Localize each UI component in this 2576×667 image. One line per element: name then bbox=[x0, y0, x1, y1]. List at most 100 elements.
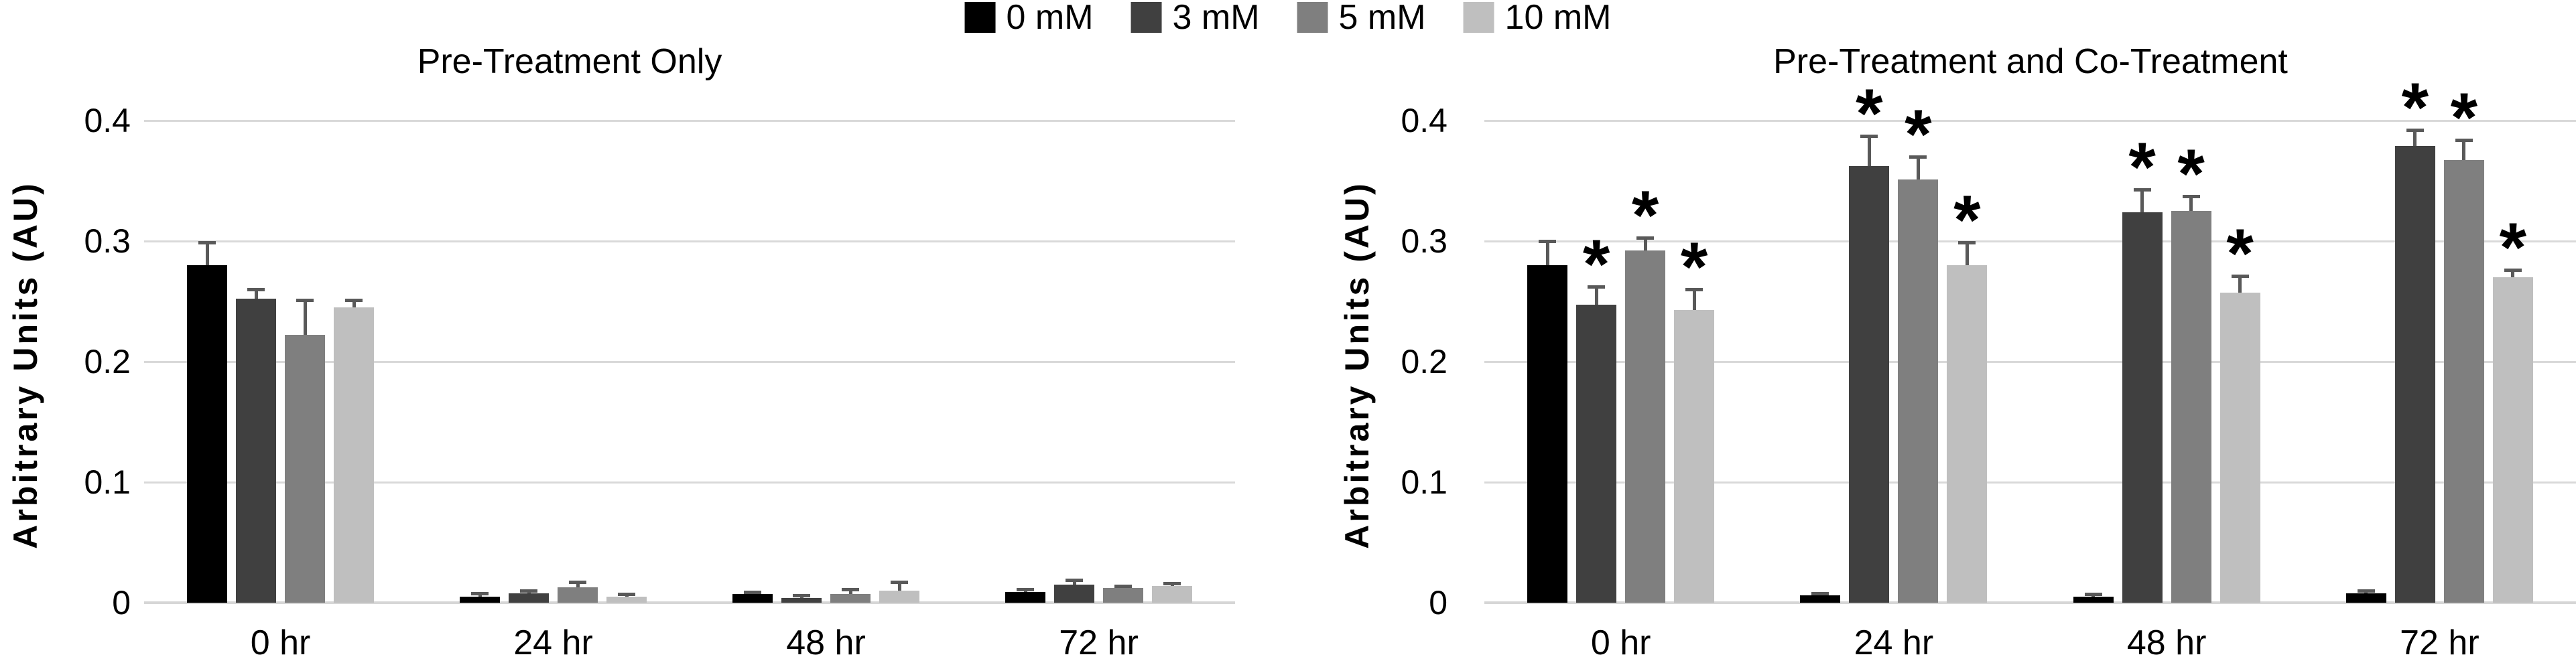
x-tick-label: 24 hr bbox=[513, 623, 593, 662]
bar-5mM-48hr bbox=[2171, 211, 2211, 603]
bar-0mM-0hr bbox=[187, 265, 227, 603]
significance-asterisk: * bbox=[2128, 128, 2156, 206]
error-bar-cap bbox=[1163, 582, 1181, 586]
significance-asterisk: * bbox=[2450, 78, 2478, 157]
legend-item: 0 mM bbox=[964, 0, 1094, 35]
y-tick-label: 0 bbox=[1429, 584, 1447, 621]
error-bar-cap bbox=[296, 299, 314, 303]
error-bar-stem bbox=[1594, 287, 1598, 305]
y-tick-label: 0.2 bbox=[1401, 343, 1447, 380]
bar-5mM-0hr bbox=[1625, 250, 1666, 603]
gridline bbox=[144, 120, 1235, 122]
bar-3mM-72hr bbox=[1054, 585, 1094, 603]
legend: 0 mM 3 mM 5 mM 10 mM bbox=[964, 0, 1612, 37]
x-axis-line bbox=[144, 601, 1235, 604]
bar-0mM-24hr bbox=[1800, 595, 1841, 603]
gridline bbox=[1484, 361, 2576, 363]
error-bar-cap bbox=[2455, 138, 2473, 142]
significance-asterisk: * bbox=[1856, 75, 1883, 153]
error-bar-cap bbox=[198, 240, 216, 244]
error-bar-cap bbox=[618, 593, 635, 597]
bar-0mM-48hr bbox=[732, 594, 773, 603]
error-bar-stem bbox=[2511, 270, 2515, 277]
legend-label: 5 mM bbox=[1338, 0, 1426, 37]
bar-5mM-72hr bbox=[2443, 160, 2484, 603]
gridline bbox=[144, 361, 1235, 363]
error-bar-cap bbox=[744, 590, 761, 594]
y-tick-label: 0.1 bbox=[1401, 463, 1447, 501]
x-tick-label: 0 hr bbox=[250, 623, 311, 662]
significance-asterisk: * bbox=[2499, 209, 2527, 287]
bar-10mM-72hr bbox=[1152, 586, 1192, 603]
error-bar-stem bbox=[1867, 136, 1871, 167]
bar-10mM-48hr bbox=[879, 591, 919, 603]
chart-title: Pre-Treatment and Co-Treatment bbox=[1773, 42, 2288, 81]
error-bar-stem bbox=[2462, 139, 2466, 161]
significance-asterisk: * bbox=[2401, 69, 2429, 147]
legend-item: 5 mM bbox=[1297, 0, 1426, 35]
error-bar-cap bbox=[1539, 240, 1557, 243]
significance-asterisk: * bbox=[1953, 181, 1981, 259]
error-bar-cap bbox=[2406, 129, 2424, 133]
bar-10mM-72hr bbox=[2492, 277, 2533, 603]
legend-item: 3 mM bbox=[1131, 0, 1260, 35]
bar-3mM-24hr bbox=[1849, 166, 1890, 603]
error-bar-cap bbox=[471, 591, 489, 595]
bar-3mM-48hr bbox=[781, 598, 822, 603]
significance-asterisk: * bbox=[1905, 96, 1932, 173]
x-tick-label: 48 hr bbox=[786, 623, 866, 662]
significance-asterisk: * bbox=[1680, 228, 1708, 306]
error-bar-cap bbox=[1588, 285, 1606, 289]
x-tick-label: 0 hr bbox=[1590, 623, 1651, 662]
bar-10mM-24hr bbox=[606, 597, 647, 603]
error-bar-cap bbox=[1017, 588, 1034, 592]
error-bar-cap bbox=[2133, 188, 2151, 192]
chart-title: Pre-Treatment Only bbox=[417, 42, 722, 81]
significance-asterisk: * bbox=[2177, 135, 2205, 214]
gridline bbox=[144, 481, 1235, 484]
error-bar-stem bbox=[1692, 289, 1696, 310]
y-tick-label: 0.2 bbox=[84, 343, 131, 380]
error-bar-stem bbox=[576, 582, 580, 587]
gridline bbox=[144, 240, 1235, 242]
error-bar-stem bbox=[1072, 579, 1076, 585]
significance-asterisk: * bbox=[1582, 226, 1610, 304]
error-bar-cap bbox=[2504, 269, 2522, 273]
legend-swatch bbox=[964, 2, 996, 33]
bar-3mM-0hr bbox=[236, 299, 276, 603]
error-bar-cap bbox=[1114, 584, 1132, 588]
x-axis-line bbox=[1484, 601, 2576, 604]
error-bar-cap bbox=[793, 594, 810, 598]
error-bar-stem bbox=[2238, 276, 2242, 293]
legend-swatch bbox=[1297, 2, 1328, 33]
error-bar-stem bbox=[254, 289, 258, 299]
error-bar-stem bbox=[1545, 241, 1549, 265]
error-bar-cap bbox=[1860, 135, 1878, 139]
error-bar-stem bbox=[1916, 157, 1920, 180]
error-bar-stem bbox=[2140, 189, 2144, 212]
error-bar-cap bbox=[891, 581, 908, 585]
legend-swatch bbox=[1131, 2, 1162, 33]
error-bar-stem bbox=[848, 589, 852, 595]
x-tick-label: 48 hr bbox=[2126, 623, 2207, 662]
bar-5mM-24hr bbox=[558, 587, 598, 603]
error-bar-cap bbox=[247, 288, 265, 291]
legend-item: 10 mM bbox=[1463, 0, 1612, 37]
bar-0mM-0hr bbox=[1527, 265, 1568, 603]
bar-5mM-24hr bbox=[1898, 179, 1939, 603]
bar-3mM-72hr bbox=[2394, 146, 2435, 603]
legend-label: 10 mM bbox=[1504, 0, 1612, 37]
y-tick-label: 0.1 bbox=[84, 463, 131, 501]
error-bar-cap bbox=[1958, 240, 1976, 244]
bar-3mM-24hr bbox=[509, 593, 549, 603]
significance-asterisk: * bbox=[1631, 176, 1659, 254]
bar-0mM-72hr bbox=[2345, 593, 2386, 603]
error-bar-stem bbox=[303, 300, 307, 336]
bar-5mM-0hr bbox=[285, 335, 325, 603]
bar-3mM-48hr bbox=[2122, 212, 2163, 603]
error-bar-cap bbox=[520, 589, 537, 593]
x-tick-label: 72 hr bbox=[2400, 623, 2480, 662]
error-bar-cap bbox=[2231, 275, 2249, 279]
error-bar-cap bbox=[2084, 593, 2102, 597]
